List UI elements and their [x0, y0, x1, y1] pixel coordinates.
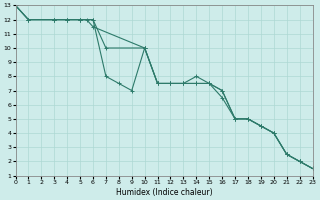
X-axis label: Humidex (Indice chaleur): Humidex (Indice chaleur) [116, 188, 212, 197]
